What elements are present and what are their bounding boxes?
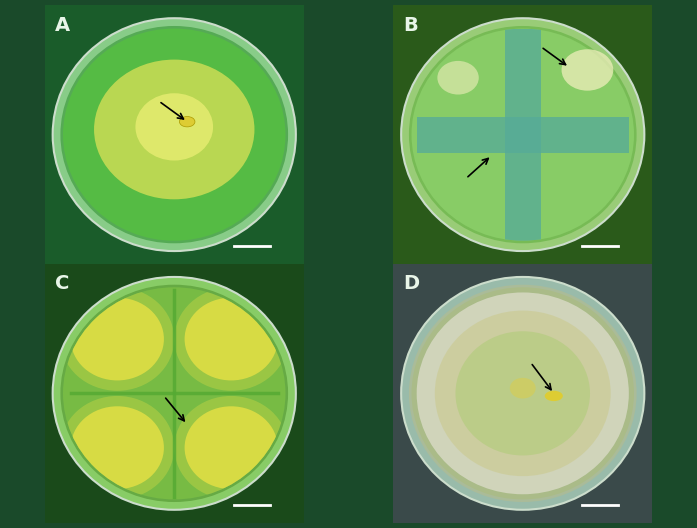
Ellipse shape [545, 391, 563, 401]
Ellipse shape [562, 49, 613, 91]
Ellipse shape [53, 18, 296, 251]
Ellipse shape [185, 407, 277, 489]
Ellipse shape [135, 93, 213, 161]
Text: C: C [55, 275, 70, 294]
Ellipse shape [71, 298, 164, 380]
Text: A: A [55, 16, 70, 35]
Ellipse shape [435, 310, 611, 476]
Ellipse shape [94, 60, 254, 199]
Ellipse shape [185, 298, 277, 380]
Ellipse shape [71, 407, 164, 489]
Ellipse shape [411, 29, 634, 241]
Bar [505, 29, 541, 241]
Ellipse shape [61, 285, 288, 502]
Ellipse shape [401, 277, 644, 510]
Ellipse shape [438, 61, 479, 95]
Ellipse shape [63, 29, 286, 241]
Text: D: D [404, 275, 420, 294]
Ellipse shape [61, 287, 174, 391]
Ellipse shape [417, 293, 629, 494]
Ellipse shape [510, 378, 536, 399]
Ellipse shape [179, 117, 195, 127]
Ellipse shape [53, 277, 296, 510]
Bar [417, 117, 629, 153]
Ellipse shape [61, 26, 288, 243]
Ellipse shape [409, 26, 636, 243]
Text: B: B [404, 16, 418, 35]
Ellipse shape [455, 331, 590, 456]
Ellipse shape [61, 396, 174, 499]
Ellipse shape [401, 18, 644, 251]
Ellipse shape [63, 287, 286, 499]
Ellipse shape [409, 285, 636, 502]
Ellipse shape [174, 287, 288, 391]
Ellipse shape [174, 396, 288, 499]
Ellipse shape [411, 287, 634, 499]
